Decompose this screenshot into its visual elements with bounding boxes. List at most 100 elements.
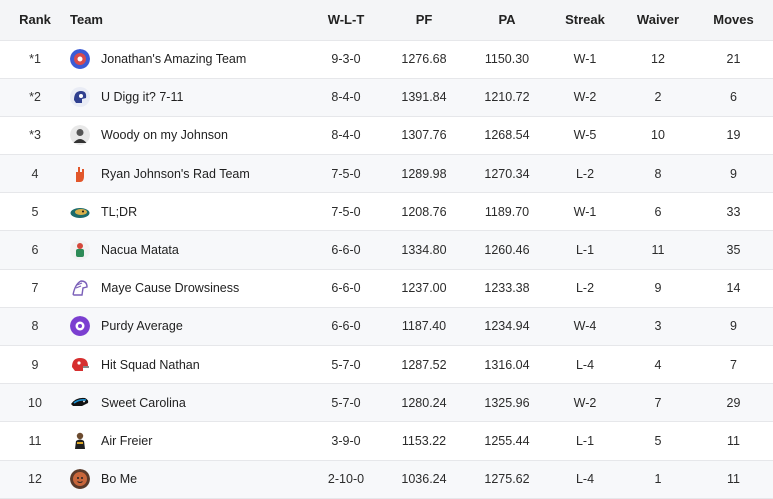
team-cell: Purdy Average	[70, 307, 310, 345]
header-row: Rank Team W-L-T PF PA Streak Waiver Move…	[0, 0, 773, 40]
team-name-link[interactable]: Sweet Carolina	[101, 395, 186, 410]
pa-cell: 1234.94	[484, 319, 530, 334]
team-wrap: Woody on my Johnson	[70, 125, 310, 146]
rank-cell: *1	[29, 52, 41, 67]
header-waiver[interactable]: Waiver	[636, 12, 680, 28]
wlt-cell: 5-7-0	[331, 395, 361, 410]
rank-cell: 8	[31, 319, 39, 334]
pf-cell: 1237.00	[401, 281, 447, 296]
player-icon[interactable]	[70, 240, 90, 261]
streak-cell: L-2	[575, 166, 595, 181]
waiver-cell: 12	[651, 52, 665, 67]
header-pa[interactable]: PA	[498, 12, 516, 28]
streak-cell: W-5	[573, 128, 597, 143]
rank-cell: 6	[31, 243, 39, 258]
team-cell: Air Freier	[70, 422, 310, 460]
rank-cell: 12	[28, 472, 42, 487]
header-moves[interactable]: Moves	[713, 12, 754, 28]
rank-cell: 4	[31, 166, 39, 181]
horse-icon[interactable]	[70, 278, 90, 298]
moves-cell: 11	[727, 472, 740, 487]
team-name-link[interactable]: Air Freier	[101, 433, 153, 448]
moves-cell: 7	[730, 357, 737, 372]
table-row: 6 Nacua Matata 6-6-0 1334.80 1260.46 L-1…	[0, 230, 773, 270]
team-name-link[interactable]: Maye Cause Drowsiness	[101, 281, 240, 296]
waiver-cell: 3	[654, 319, 662, 334]
waiver-cell: 1	[654, 472, 662, 487]
team-wrap: Sweet Carolina	[70, 393, 310, 413]
team-cell: Woody on my Johnson	[70, 116, 310, 154]
waiver-cell: 9	[654, 281, 662, 296]
badge-icon[interactable]	[70, 316, 90, 337]
waiver-cell: 6	[654, 204, 662, 219]
pa-cell: 1189.70	[484, 204, 530, 219]
header-streak[interactable]: Streak	[565, 12, 605, 28]
pf-cell: 1289.98	[401, 166, 447, 181]
header-wlt[interactable]: W-L-T	[327, 12, 365, 28]
team-name-link[interactable]: Ryan Johnson's Rad Team	[101, 166, 250, 181]
header-pf[interactable]: PF	[415, 12, 433, 28]
pa-cell: 1316.04	[484, 357, 530, 372]
table-row: *1 Jonathan's Amazing Team 9-3-0 1276.68…	[0, 40, 773, 79]
pf-cell: 1187.40	[401, 319, 447, 334]
moves-cell: 11	[727, 433, 740, 448]
wlt-cell: 2-10-0	[327, 472, 365, 487]
team-cell: Maye Cause Drowsiness	[70, 269, 310, 307]
jaguar-icon[interactable]	[70, 202, 90, 222]
pa-cell: 1233.38	[484, 281, 530, 296]
waiver-cell: 5	[654, 433, 662, 448]
moves-cell: 9	[730, 166, 737, 181]
wlt-cell: 6-6-0	[331, 281, 361, 296]
streak-cell: W-2	[573, 90, 597, 105]
team-name-link[interactable]: TL;DR	[101, 204, 138, 219]
waiver-cell: 8	[654, 166, 662, 181]
pf-cell: 1334.80	[401, 243, 447, 258]
pa-cell: 1270.34	[484, 166, 530, 181]
team-wrap: Hit Squad Nathan	[70, 355, 310, 375]
pa-cell: 1260.46	[484, 243, 530, 258]
team-name-link[interactable]: Purdy Average	[101, 319, 183, 334]
header-team[interactable]: Team	[70, 12, 103, 28]
rank-cell: 5	[31, 204, 39, 219]
team-name-link[interactable]: Jonathan's Amazing Team	[101, 52, 247, 67]
team-name-link[interactable]: U Digg it? 7-11	[101, 90, 184, 105]
team-name-link[interactable]: Woody on my Johnson	[101, 128, 228, 143]
wlt-cell: 3-9-0	[331, 433, 361, 448]
streak-cell: L-1	[575, 243, 595, 258]
moves-cell: 29	[726, 395, 741, 410]
pf-cell: 1307.76	[401, 128, 447, 143]
table-row: 4 Ryan Johnson's Rad Team 7-5-0 1289.98 …	[0, 154, 773, 193]
athlete-icon[interactable]	[70, 431, 90, 451]
panther-icon[interactable]	[70, 393, 90, 413]
helmet-icon[interactable]	[70, 87, 90, 108]
hand-icon[interactable]	[70, 164, 90, 184]
team-wrap: U Digg it? 7-11	[70, 87, 310, 108]
face-icon[interactable]	[70, 469, 90, 490]
wlt-cell: 6-6-0	[331, 319, 361, 334]
table-header: Rank Team W-L-T PF PA Streak Waiver Move…	[0, 0, 773, 40]
header-rank[interactable]: Rank	[19, 12, 51, 28]
team-wrap: Air Freier	[70, 431, 310, 451]
team-cell: Bo Me	[70, 460, 310, 498]
table-row: 7 Maye Cause Drowsiness 6-6-0 1237.00 12…	[0, 269, 773, 308]
team-name-link[interactable]: Nacua Matata	[101, 243, 179, 258]
team-wrap: Bo Me	[70, 469, 310, 490]
rank-cell: 9	[31, 357, 39, 372]
ball-icon[interactable]	[70, 49, 90, 70]
rank-cell: 7	[31, 281, 39, 296]
team-name-link[interactable]: Hit Squad Nathan	[101, 357, 200, 372]
team-cell: Jonathan's Amazing Team	[70, 40, 310, 78]
moves-cell: 14	[726, 281, 741, 296]
pf-cell: 1287.52	[401, 357, 447, 372]
team-name-link[interactable]: Bo Me	[101, 472, 138, 487]
wlt-cell: 5-7-0	[331, 357, 361, 372]
waiver-cell: 4	[654, 357, 662, 372]
wlt-cell: 9-3-0	[331, 52, 361, 67]
streak-cell: L-4	[575, 357, 595, 372]
person-icon[interactable]	[70, 125, 90, 146]
helmet-red-icon[interactable]	[70, 355, 90, 375]
moves-cell: 33	[726, 204, 741, 219]
rank-cell: 11	[28, 433, 42, 448]
